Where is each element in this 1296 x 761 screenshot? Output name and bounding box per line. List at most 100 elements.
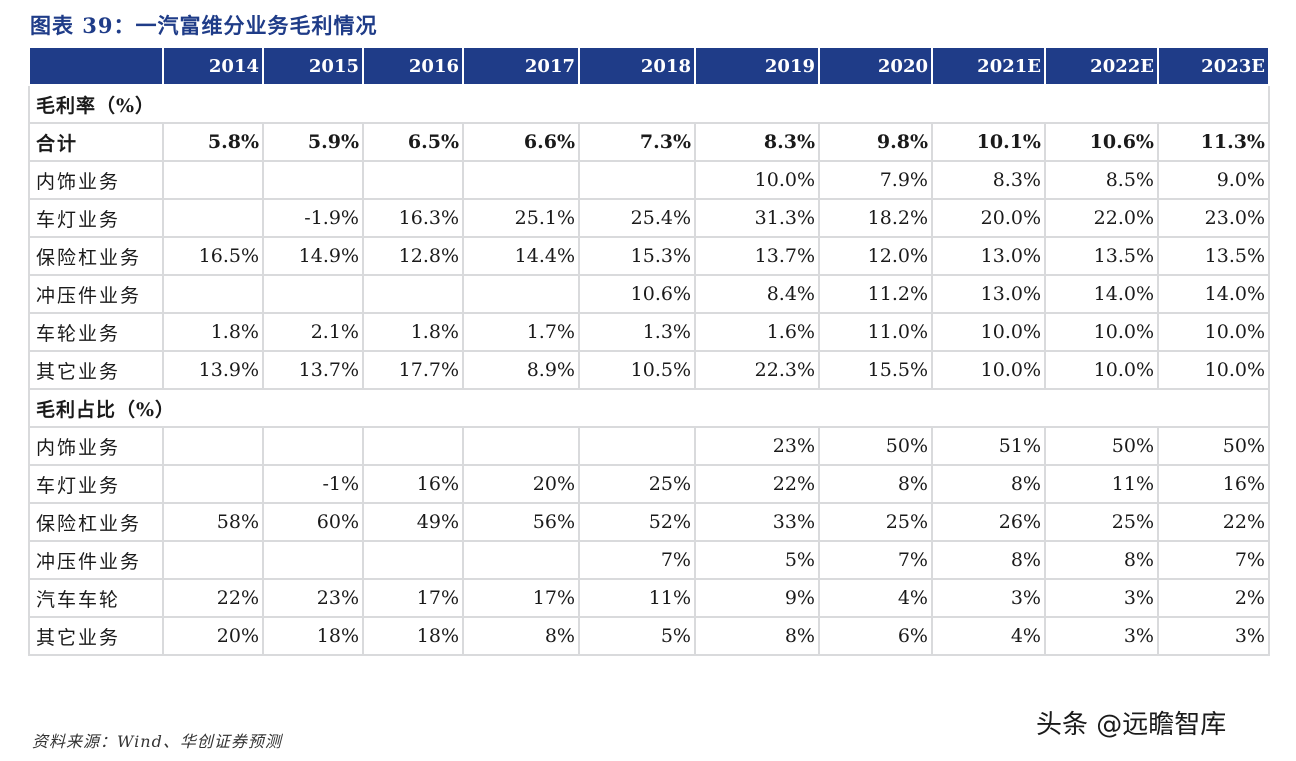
header-year: 2017 bbox=[462, 46, 580, 86]
value-cell: 2% bbox=[1157, 578, 1270, 618]
value-cell: 33% bbox=[694, 502, 820, 542]
value-cell: 23% bbox=[262, 578, 364, 618]
value-cell: 22% bbox=[162, 578, 264, 618]
value-cell: 50% bbox=[1157, 426, 1270, 466]
row-label: 合计 bbox=[28, 122, 164, 162]
value-cell: 15.5% bbox=[818, 350, 933, 390]
value-cell bbox=[262, 540, 364, 580]
value-cell bbox=[362, 274, 464, 314]
header-year: 2016 bbox=[362, 46, 464, 86]
value-cell: 3% bbox=[1044, 578, 1159, 618]
value-cell: 25% bbox=[818, 502, 933, 542]
value-cell: 18% bbox=[262, 616, 364, 656]
header-year: 2020 bbox=[818, 46, 933, 86]
header-year: 2023E bbox=[1157, 46, 1270, 86]
value-cell: 13.0% bbox=[931, 274, 1046, 314]
row-label: 车灯业务 bbox=[28, 464, 164, 504]
value-cell: 11.0% bbox=[818, 312, 933, 352]
value-cell: 60% bbox=[262, 502, 364, 542]
value-cell: 8.3% bbox=[931, 160, 1046, 200]
value-cell: 10.5% bbox=[578, 350, 696, 390]
table-row: 汽车车轮 22% 23% 17% 17% 11% 9% 4% 3% 3% 2% bbox=[28, 578, 1270, 618]
row-label: 冲压件业务 bbox=[28, 540, 164, 580]
value-cell bbox=[462, 160, 580, 200]
value-cell bbox=[362, 160, 464, 200]
value-cell: 11% bbox=[1044, 464, 1159, 504]
value-cell: 8% bbox=[931, 464, 1046, 504]
value-cell: 8.4% bbox=[694, 274, 820, 314]
section-title: 毛利率（%） bbox=[28, 84, 1270, 124]
value-cell: 17.7% bbox=[362, 350, 464, 390]
value-cell: 52% bbox=[578, 502, 696, 542]
value-cell bbox=[162, 274, 264, 314]
value-cell: 6% bbox=[818, 616, 933, 656]
table-row: 内饰业务 23% 50% 51% 50% 50% bbox=[28, 426, 1270, 466]
value-cell: 8.5% bbox=[1044, 160, 1159, 200]
header-corner bbox=[28, 46, 164, 86]
value-cell: 25.4% bbox=[578, 198, 696, 238]
value-cell: 10.0% bbox=[1157, 350, 1270, 390]
value-cell: 2.1% bbox=[262, 312, 364, 352]
value-cell: 5% bbox=[694, 540, 820, 580]
value-cell: 16.5% bbox=[162, 236, 264, 276]
value-cell: 15.3% bbox=[578, 236, 696, 276]
table-row: 其它业务 20% 18% 18% 8% 5% 8% 6% 4% 3% 3% bbox=[28, 616, 1270, 656]
section-title: 毛利占比（%） bbox=[28, 388, 1270, 428]
value-cell: 8% bbox=[818, 464, 933, 504]
table-row: 其它业务 13.9% 13.7% 17.7% 8.9% 10.5% 22.3% 15.5% 10… bbox=[28, 350, 1270, 390]
value-cell: 13.7% bbox=[262, 350, 364, 390]
value-cell bbox=[262, 426, 364, 466]
gross-margin-table: 2014 2015 2016 2017 2018 2019 2020 2021E… bbox=[28, 46, 1270, 656]
value-cell: 8% bbox=[462, 616, 580, 656]
row-label: 其它业务 bbox=[28, 350, 164, 390]
value-cell: 16.3% bbox=[362, 198, 464, 238]
section-header-row: 毛利占比（%） bbox=[28, 388, 1270, 428]
value-cell: 16% bbox=[362, 464, 464, 504]
header-year: 2018 bbox=[578, 46, 696, 86]
value-cell bbox=[362, 426, 464, 466]
table-row: 保险杠业务 16.5% 14.9% 12.8% 14.4% 15.3% 13.7% 12.0%… bbox=[28, 236, 1270, 276]
value-cell: 13.9% bbox=[162, 350, 264, 390]
value-cell: 18% bbox=[362, 616, 464, 656]
value-cell: 22% bbox=[694, 464, 820, 504]
value-cell bbox=[262, 274, 364, 314]
value-cell: 10.6% bbox=[1044, 122, 1159, 162]
value-cell: 9.8% bbox=[818, 122, 933, 162]
value-cell: 1.8% bbox=[162, 312, 264, 352]
value-cell: 7% bbox=[818, 540, 933, 580]
header-year: 2014 bbox=[162, 46, 264, 86]
table-row: 车轮业务 1.8% 2.1% 1.8% 1.7% 1.3% 1.6% 11.0% 10.0% 10… bbox=[28, 312, 1270, 352]
value-cell: 49% bbox=[362, 502, 464, 542]
value-cell: 23.0% bbox=[1157, 198, 1270, 238]
value-cell bbox=[362, 540, 464, 580]
value-cell: 12.0% bbox=[818, 236, 933, 276]
value-cell bbox=[578, 160, 696, 200]
value-cell: 58% bbox=[162, 502, 264, 542]
value-cell: 11.2% bbox=[818, 274, 933, 314]
row-label: 内饰业务 bbox=[28, 426, 164, 466]
value-cell: 50% bbox=[818, 426, 933, 466]
value-cell: 25% bbox=[1044, 502, 1159, 542]
figure-title: 图表 39：一汽富维分业务毛利情况 bbox=[30, 13, 378, 38]
value-cell: 16% bbox=[1157, 464, 1270, 504]
value-cell bbox=[162, 464, 264, 504]
value-cell: 50% bbox=[1044, 426, 1159, 466]
value-cell: 31.3% bbox=[694, 198, 820, 238]
value-cell: 8% bbox=[1044, 540, 1159, 580]
value-cell: 10.1% bbox=[931, 122, 1046, 162]
value-cell: 10.0% bbox=[694, 160, 820, 200]
table-row: 车灯业务 -1.9% 16.3% 25.1% 25.4% 31.3% 18.2% 20.0% 2… bbox=[28, 198, 1270, 238]
value-cell: 3% bbox=[931, 578, 1046, 618]
value-cell: 56% bbox=[462, 502, 580, 542]
value-cell: 1.6% bbox=[694, 312, 820, 352]
row-label: 车灯业务 bbox=[28, 198, 164, 238]
row-label: 冲压件业务 bbox=[28, 274, 164, 314]
value-cell: 6.6% bbox=[462, 122, 580, 162]
value-cell bbox=[462, 540, 580, 580]
table-row: 冲压件业务 7% 5% 7% 8% 8% 7% bbox=[28, 540, 1270, 580]
value-cell: 20% bbox=[462, 464, 580, 504]
row-label: 内饰业务 bbox=[28, 160, 164, 200]
header-year: 2015 bbox=[262, 46, 364, 86]
value-cell: 11% bbox=[578, 578, 696, 618]
value-cell: 11.3% bbox=[1157, 122, 1270, 162]
